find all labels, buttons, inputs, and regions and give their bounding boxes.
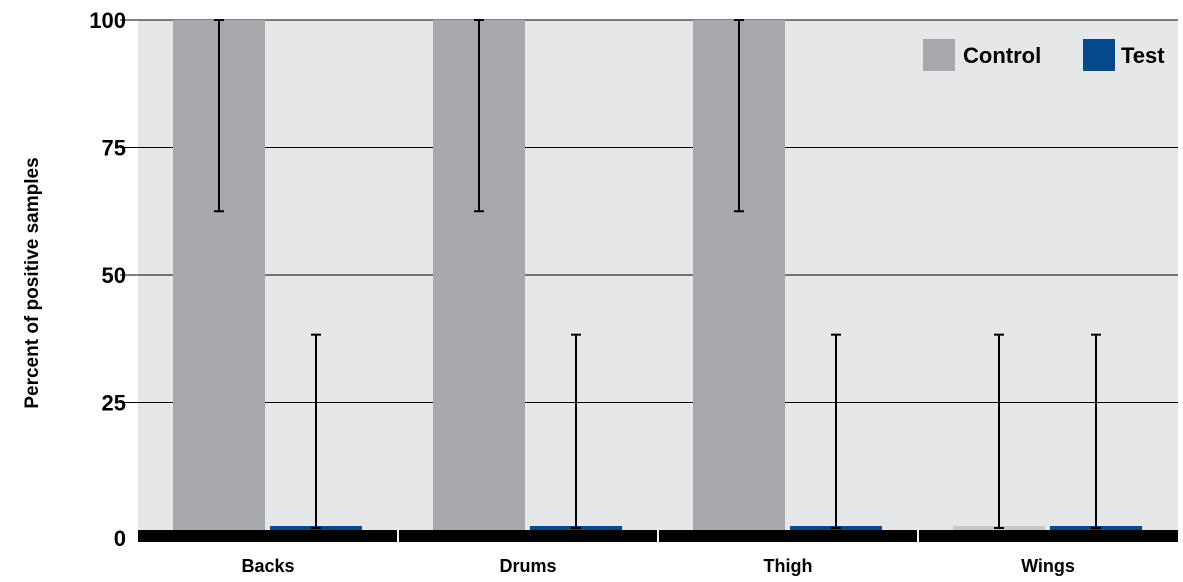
- y-tick-label: 25: [102, 391, 126, 416]
- x-category-label: Wings: [1021, 556, 1075, 576]
- x-category-label: Drums: [499, 556, 556, 576]
- x-category-label: Backs: [241, 556, 294, 576]
- x-category-labels: Backs Drums Thigh Wings: [241, 556, 1074, 576]
- error-bar-test-wings: [1091, 333, 1101, 529]
- error-bar-test-drums: [571, 333, 581, 529]
- y-tick-label: 0: [114, 526, 126, 551]
- error-bar-control-backs: [214, 19, 224, 213]
- x-axis: [138, 530, 1178, 548]
- error-bar-test-thigh: [831, 333, 841, 529]
- legend: Control Test: [923, 39, 1165, 71]
- gridlines: [120, 19, 1178, 403]
- y-tick-labels: 0 25 50 75 100: [89, 8, 126, 551]
- y-axis-label: Percent of positive samples: [22, 157, 43, 408]
- legend-swatch-test: [1083, 39, 1115, 71]
- error-bar-control-thigh: [734, 19, 744, 213]
- y-tick-label: 50: [102, 263, 126, 288]
- x-category-label: Thigh: [764, 556, 813, 576]
- legend-label-control: Control: [963, 43, 1041, 68]
- legend-label-test: Test: [1121, 43, 1165, 68]
- error-bars: [214, 19, 1101, 529]
- legend-swatch-control: [923, 39, 955, 71]
- y-tick-label: 75: [102, 136, 126, 161]
- error-bar-control-drums: [474, 19, 484, 213]
- error-bar-test-backs: [311, 333, 321, 529]
- error-bar-control-wings: [994, 333, 1004, 529]
- y-tick-label: 100: [89, 8, 126, 33]
